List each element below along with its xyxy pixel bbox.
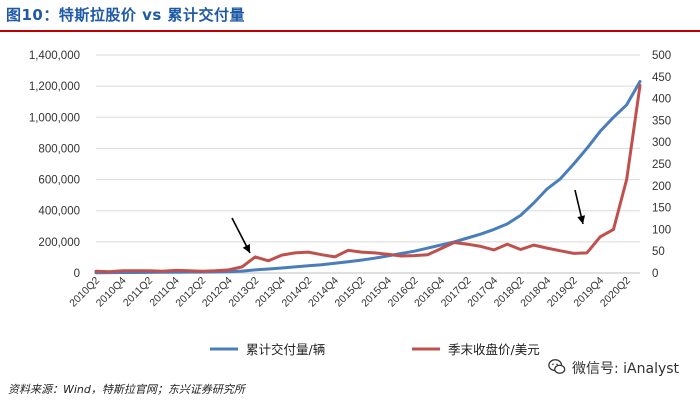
y-left-tick-label: 1,200,000 bbox=[29, 81, 80, 93]
y-right-tick-label: 300 bbox=[652, 137, 671, 149]
y-right-tick-label: 150 bbox=[652, 203, 671, 215]
wechat-icon bbox=[548, 359, 566, 374]
source-note: 资料来源：Wind，特斯拉官网；东兴证券研究所 bbox=[8, 383, 245, 396]
legend: 累计交付量/辆 季末收盘价/美元 bbox=[210, 342, 540, 357]
y-left-tick-label: 800,000 bbox=[38, 143, 80, 155]
annotation-arrow-head bbox=[577, 215, 586, 224]
y-right-tick-label: 0 bbox=[652, 268, 658, 280]
annotation-arrows bbox=[231, 189, 586, 254]
chart-title: 图10：特斯拉股价 vs 累计交付量 bbox=[6, 6, 246, 24]
y-left-tick-label: 400,000 bbox=[38, 206, 80, 218]
y-left-tick-label: 1,400,000 bbox=[29, 50, 80, 62]
y-right-tick-label: 50 bbox=[652, 246, 665, 258]
title-divider bbox=[0, 30, 700, 32]
left-axis-ticks: 0 200,000 400,000 600,000 800,000 1,000,000 1,… bbox=[29, 50, 80, 280]
y-right-tick-label: 500 bbox=[652, 50, 671, 62]
y-right-tick-label: 350 bbox=[652, 115, 671, 127]
x-tick-label: 2020Q2 bbox=[598, 275, 633, 310]
legend-label: 累计交付量/辆 bbox=[246, 342, 325, 357]
y-right-tick-label: 250 bbox=[652, 159, 671, 171]
y-right-tick-label: 100 bbox=[652, 224, 671, 236]
legend-label: 季末收盘价/美元 bbox=[448, 342, 540, 357]
watermark: 微信号: iAnalyst bbox=[548, 358, 679, 378]
series-lines bbox=[94, 80, 642, 275]
y-right-tick-label: 450 bbox=[652, 72, 671, 84]
series-line bbox=[94, 84, 642, 274]
y-left-tick-label: 600,000 bbox=[38, 175, 80, 187]
y-left-tick-label: 200,000 bbox=[38, 237, 80, 249]
y-left-tick-label: 0 bbox=[74, 268, 80, 280]
y-left-tick-label: 1,000,000 bbox=[29, 112, 80, 124]
x-axis-ticks: 2010Q22010Q42011Q22011Q42012Q22012Q42013… bbox=[67, 272, 640, 310]
series-line bbox=[94, 80, 642, 275]
watermark-text: 微信号: iAnalyst bbox=[572, 361, 680, 377]
gridlines bbox=[96, 54, 640, 274]
right-axis-ticks: 0 50 100 150 200 250 300 350 400 450 500 bbox=[652, 50, 671, 280]
y-right-tick-label: 200 bbox=[652, 181, 671, 193]
y-right-tick-label: 400 bbox=[652, 94, 671, 106]
annotation-arrow-head bbox=[242, 244, 250, 253]
